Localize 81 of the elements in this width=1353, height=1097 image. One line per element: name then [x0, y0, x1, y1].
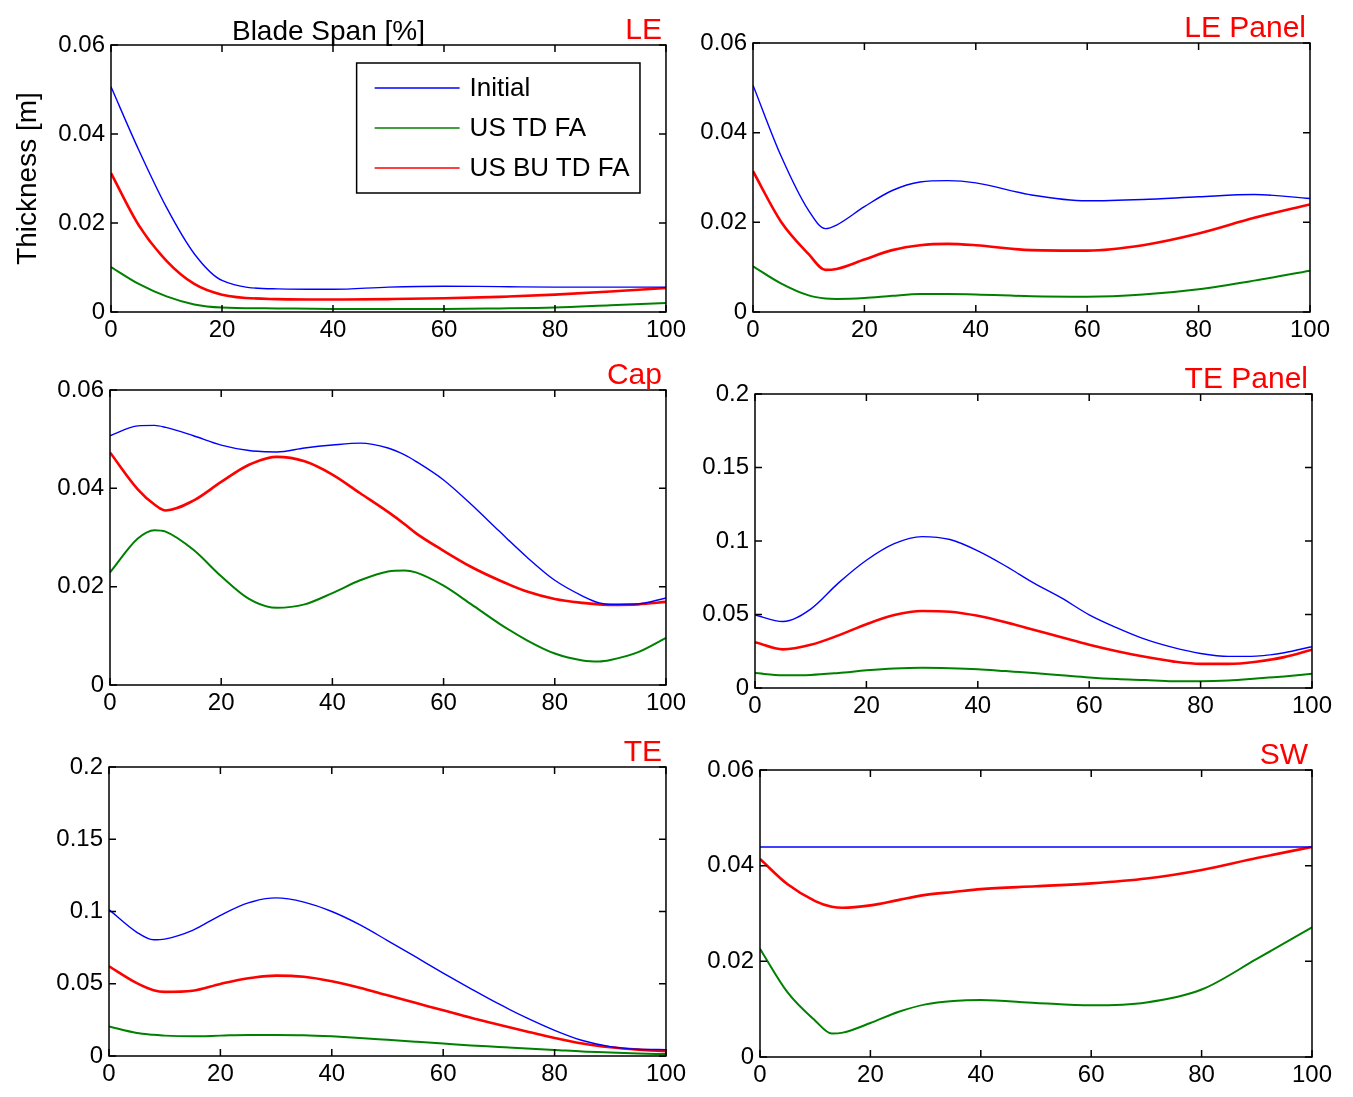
y-tick-label: 0 [90, 669, 104, 697]
y-tick-label: 0.2 [715, 378, 749, 406]
line-series [760, 926, 1312, 1035]
y-tick-label: 0.2 [69, 751, 103, 779]
y-tick-label: 0 [733, 296, 747, 324]
y-tick-label: 0.02 [700, 206, 747, 234]
line-series [109, 964, 666, 1053]
y-tick-label: 0.15 [702, 452, 749, 480]
x-tick-label: 80 [541, 1059, 568, 1087]
y-tick-label: 0.05 [702, 599, 749, 627]
chart-title: LE Panel [1184, 10, 1306, 44]
x-tick-label: 80 [1185, 315, 1212, 343]
legend-label: US TD FA [469, 112, 587, 143]
y-tick-label: 0.06 [58, 29, 105, 57]
chart-title: LE [625, 12, 662, 46]
y-tick-label: 0.04 [700, 117, 747, 145]
line-series [760, 845, 1312, 910]
line-series [109, 897, 666, 1051]
x-tick-label: 100 [1289, 315, 1331, 343]
y-tick-label: 0.1 [69, 896, 103, 924]
x-tick-label: 60 [430, 688, 457, 716]
x-tick-label: 20 [207, 688, 235, 716]
x-tick-label: 80 [541, 315, 569, 343]
y-tick-label: 0 [89, 1040, 103, 1068]
y-tick-label: 0.1 [715, 525, 749, 553]
line-series [755, 609, 1312, 666]
x-tick-label: 60 [430, 315, 458, 343]
line-series [753, 84, 1310, 230]
line-series [753, 169, 1310, 272]
x-tick-label: 20 [207, 1059, 234, 1087]
y-tick-label: 0.06 [700, 27, 747, 55]
x-tick-label: 80 [1188, 1060, 1215, 1088]
chart-title: TE Panel [1184, 361, 1308, 395]
y-tick-label: 0.04 [58, 118, 105, 146]
x-tick-label: 80 [1187, 691, 1214, 719]
y-axis-title: Thickness [m] [10, 92, 42, 265]
x-tick-label: 40 [319, 315, 347, 343]
line-series [755, 666, 1312, 683]
x-tick-label: 100 [645, 688, 686, 716]
y-tick-label: 0.15 [56, 823, 103, 851]
y-tick-label: 0.06 [707, 754, 754, 782]
x-tick-label: 20 [208, 315, 236, 343]
y-tick-label: 0.02 [57, 571, 104, 599]
x-tick-label: 20 [851, 315, 878, 343]
x-tick-label: 100 [1291, 691, 1333, 719]
y-tick-label: 0.02 [58, 207, 105, 235]
line-series [110, 424, 666, 606]
y-tick-label: 0.04 [707, 850, 754, 878]
y-tick-label: 0.06 [57, 374, 104, 402]
line-series [111, 266, 666, 310]
y-tick-label: 0.04 [57, 472, 104, 500]
x-tick-label: 60 [1077, 1060, 1105, 1088]
chart-title: SW [1259, 737, 1309, 771]
line-series [110, 529, 666, 663]
line-series [753, 265, 1310, 300]
chart-title: TE [623, 734, 662, 768]
y-tick-label: 0.02 [707, 945, 754, 973]
y-tick-label: 0.05 [56, 968, 103, 996]
x-tick-label: 60 [1073, 315, 1101, 343]
legend-label: US BU TD FA [469, 152, 631, 183]
y-tick-label: 0 [740, 1041, 754, 1069]
chart-title: Cap [606, 357, 662, 391]
legend-label: Initial [469, 72, 531, 103]
x-tick-label: 60 [429, 1059, 457, 1087]
x-tick-label: 20 [857, 1060, 884, 1088]
x-tick-label: 40 [318, 1059, 346, 1087]
x-tick-label: 40 [319, 688, 346, 716]
x-tick-label: 20 [853, 691, 880, 719]
x-axis-title: Blade Span [%] [231, 14, 425, 46]
x-tick-label: 100 [645, 1059, 686, 1087]
line-series [755, 535, 1312, 658]
x-tick-label: 40 [962, 315, 990, 343]
x-tick-label: 100 [645, 315, 686, 343]
x-tick-label: 40 [967, 1060, 995, 1088]
line-series [109, 1025, 666, 1056]
x-tick-label: 60 [1075, 691, 1103, 719]
x-tick-label: 80 [541, 688, 569, 716]
x-tick-label: 100 [1291, 1060, 1333, 1088]
line-series [110, 451, 666, 607]
y-tick-label: 0 [91, 296, 105, 324]
x-tick-label: 40 [964, 691, 992, 719]
